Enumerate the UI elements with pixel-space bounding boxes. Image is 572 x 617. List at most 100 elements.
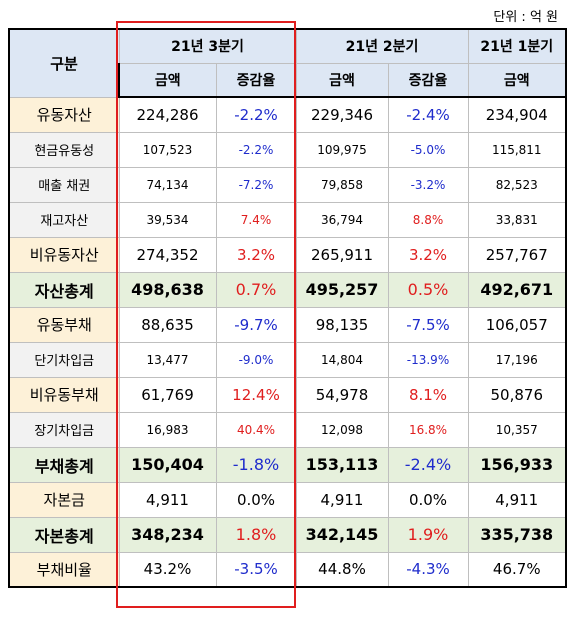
q1-amount: 10,357 [467,411,567,448]
header-amount-q2: 금액 [295,62,389,98]
table-row-total: 자산총계 498,638 0.7% 495,257 0.5% 492,671 [8,271,567,308]
q3-amount: 224,286 [118,96,217,133]
row-label: 매출 채권 [8,166,120,203]
q2-change: -3.2% [387,166,469,203]
q2-change: -5.0% [387,131,469,168]
q1-amount: 50,876 [467,376,567,413]
q2-amount: 495,257 [295,271,389,308]
table-row: 비유동부채 61,769 12.4% 54,978 8.1% 50,876 [8,376,567,413]
q2-amount: 54,978 [295,376,389,413]
row-label: 부채비율 [8,551,120,588]
q3-change: -1.8% [215,446,297,483]
q1-amount: 33,831 [467,201,567,238]
q2-change: 1.9% [387,516,469,553]
q3-change: -2.2% [215,96,297,133]
financial-summary-table: 구분 21년 3분기 21년 2분기 21년 1분기 금액 증감율 금액 증감율… [8,28,567,588]
q1-amount: 115,811 [467,131,567,168]
q3-change: -2.2% [215,131,297,168]
row-label: 비유동자산 [8,236,120,273]
header-category: 구분 [8,28,120,98]
table-row: 재고자산 39,534 7.4% 36,794 8.8% 33,831 [8,201,567,238]
q3-amount: 4,911 [118,481,217,518]
q3-change: 1.8% [215,516,297,553]
table-row: 매출 채권 74,134 -7.2% 79,858 -3.2% 82,523 [8,166,567,203]
q3-change: -9.7% [215,306,297,343]
q3-amount: 43.2% [118,551,217,588]
q3-change: 40.4% [215,411,297,448]
q1-amount: 82,523 [467,166,567,203]
q2-change: 16.8% [387,411,469,448]
q1-amount: 492,671 [467,271,567,308]
header-change-q2: 증감율 [387,62,469,98]
table-row: 부채비율 43.2% -3.5% 44.8% -4.3% 46.7% [8,551,567,588]
table-row-total: 자본총계 348,234 1.8% 342,145 1.9% 335,738 [8,516,567,553]
table-row: 유동자산 224,286 -2.2% 229,346 -2.4% 234,904 [8,96,567,133]
q3-amount: 16,983 [118,411,217,448]
q3-amount: 88,635 [118,306,217,343]
q3-change: -9.0% [215,341,297,378]
row-label: 현금유동성 [8,131,120,168]
q2-change: -13.9% [387,341,469,378]
q2-change: -7.5% [387,306,469,343]
q3-amount: 39,534 [118,201,217,238]
q2-amount: 36,794 [295,201,389,238]
q3-amount: 74,134 [118,166,217,203]
q1-amount: 17,196 [467,341,567,378]
row-label: 자산총계 [8,271,120,308]
row-label: 자본금 [8,481,120,518]
q3-amount: 150,404 [118,446,217,483]
q2-amount: 265,911 [295,236,389,273]
row-label: 자본총계 [8,516,120,553]
q3-change: 3.2% [215,236,297,273]
q3-change: -7.2% [215,166,297,203]
q2-change: 3.2% [387,236,469,273]
unit-label: 단위 : 억 원 [493,10,558,25]
q2-change: 0.0% [387,481,469,518]
q2-change: -2.4% [387,96,469,133]
row-label: 유동부채 [8,306,120,343]
header-period-q3: 21년 3분기 [118,28,297,64]
q2-change: 8.1% [387,376,469,413]
table-row: 유동부채 88,635 -9.7% 98,135 -7.5% 106,057 [8,306,567,343]
q3-amount: 107,523 [118,131,217,168]
q2-change: 8.8% [387,201,469,238]
q2-change: 0.5% [387,271,469,308]
row-label: 유동자산 [8,96,120,133]
q2-amount: 109,975 [295,131,389,168]
table-row: 단기차입금 13,477 -9.0% 14,804 -13.9% 17,196 [8,341,567,378]
q1-amount: 106,057 [467,306,567,343]
table-row-total: 부채총계 150,404 -1.8% 153,113 -2.4% 156,933 [8,446,567,483]
q3-amount: 498,638 [118,271,217,308]
q2-amount: 4,911 [295,481,389,518]
row-label: 비유동부채 [8,376,120,413]
q2-amount: 12,098 [295,411,389,448]
table-row: 비유동자산 274,352 3.2% 265,911 3.2% 257,767 [8,236,567,273]
q3-change: 12.4% [215,376,297,413]
table-row: 자본금 4,911 0.0% 4,911 0.0% 4,911 [8,481,567,518]
q2-amount: 229,346 [295,96,389,133]
header-period-q2: 21년 2분기 [295,28,469,64]
q3-amount: 13,477 [118,341,217,378]
q2-change: -4.3% [387,551,469,588]
q3-amount: 274,352 [118,236,217,273]
header-period-q1: 21년 1분기 [467,28,567,64]
header-amount-q1: 금액 [467,62,567,98]
q3-amount: 61,769 [118,376,217,413]
q3-change: 0.7% [215,271,297,308]
q1-amount: 234,904 [467,96,567,133]
q1-amount: 335,738 [467,516,567,553]
q2-amount: 98,135 [295,306,389,343]
header-change-q3: 증감율 [215,62,297,98]
header-amount-q3: 금액 [118,62,217,98]
q1-amount: 46.7% [467,551,567,588]
table-row: 현금유동성 107,523 -2.2% 109,975 -5.0% 115,81… [8,131,567,168]
q3-amount: 348,234 [118,516,217,553]
row-label: 재고자산 [8,201,120,238]
q2-amount: 342,145 [295,516,389,553]
row-label: 단기차입금 [8,341,120,378]
q3-change: 0.0% [215,481,297,518]
q2-amount: 14,804 [295,341,389,378]
q2-amount: 79,858 [295,166,389,203]
q2-change: -2.4% [387,446,469,483]
q1-amount: 4,911 [467,481,567,518]
